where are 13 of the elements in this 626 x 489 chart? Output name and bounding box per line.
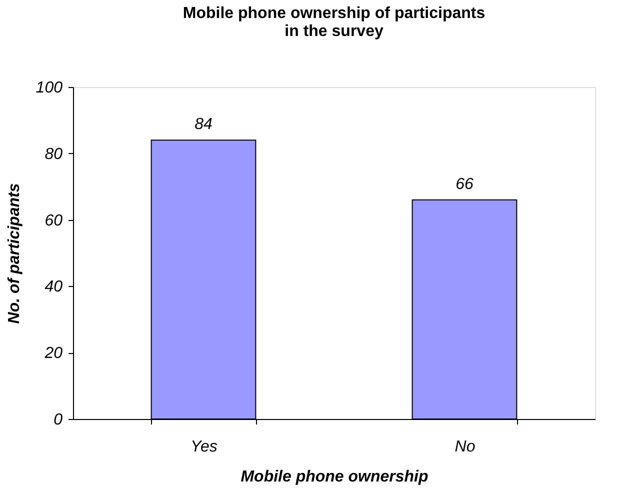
- y-tick-label: 40: [44, 278, 63, 296]
- x-tick-label: Yes: [190, 438, 218, 456]
- y-tick-label: 0: [54, 412, 63, 428]
- y-tick-label: 100: [36, 80, 63, 96]
- data-label: 66: [456, 176, 474, 193]
- y-tick-label: 80: [44, 146, 63, 163]
- data-label: 84: [194, 116, 212, 134]
- chart-title: Mobile phone ownership of participants in the survey: [182, 5, 486, 40]
- x-axis-title: Mobile phone ownership: [240, 468, 428, 486]
- x-tick-label: No: [454, 438, 476, 456]
- y-tick-label: 60: [44, 212, 63, 230]
- y-tick-label: 20: [44, 345, 63, 362]
- y-axis-title: No. of participants: [6, 183, 23, 324]
